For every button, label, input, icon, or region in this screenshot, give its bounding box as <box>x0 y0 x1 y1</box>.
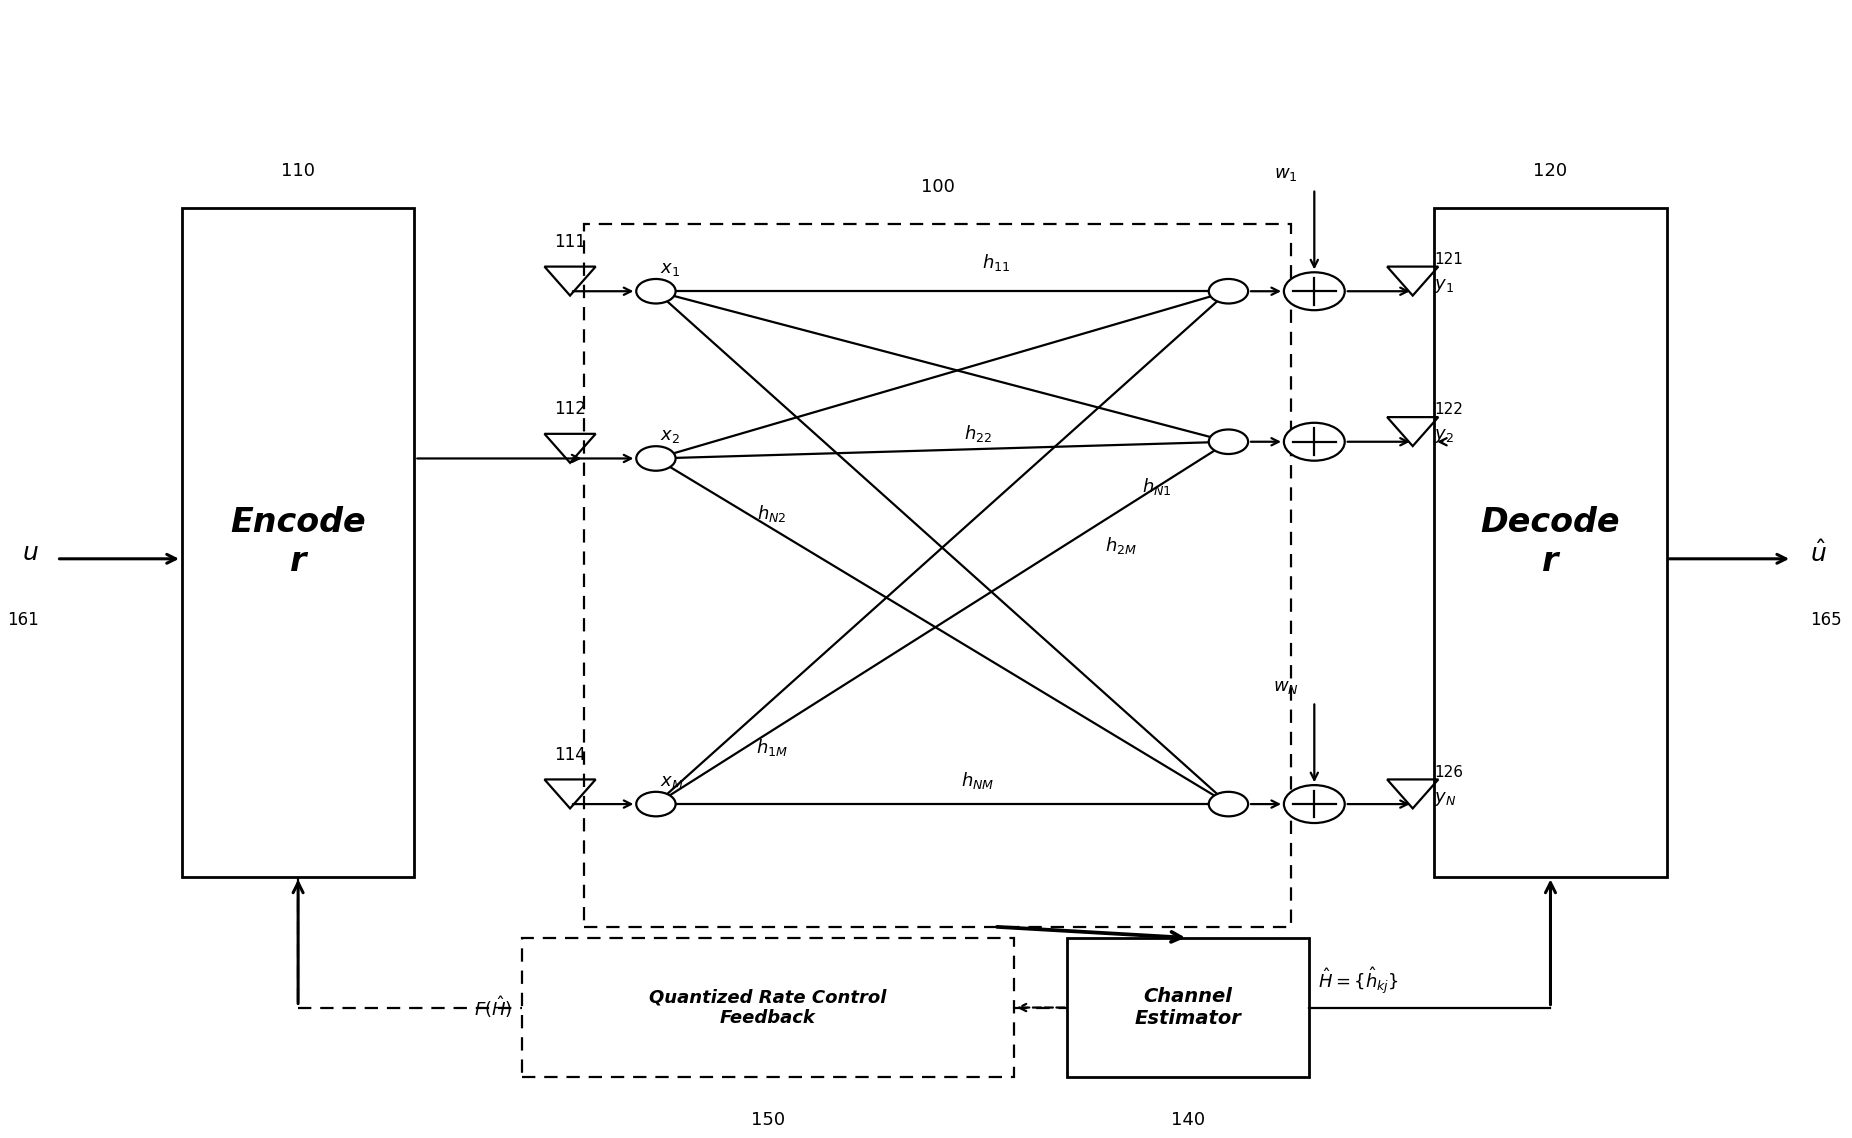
Text: 120: 120 <box>1533 162 1567 180</box>
Circle shape <box>1209 279 1248 304</box>
Circle shape <box>637 446 676 471</box>
Circle shape <box>637 792 676 816</box>
Text: $y_2$: $y_2$ <box>1433 427 1454 445</box>
Text: $F(\hat{H})$: $F(\hat{H})$ <box>474 995 513 1021</box>
Text: Decode
r: Decode r <box>1482 506 1620 578</box>
Text: $u$: $u$ <box>22 542 39 566</box>
Text: $h_{N2}$: $h_{N2}$ <box>757 503 787 525</box>
Text: 100: 100 <box>920 179 954 197</box>
Text: Channel
Estimator: Channel Estimator <box>1135 987 1241 1028</box>
FancyBboxPatch shape <box>1067 938 1309 1078</box>
Text: 126: 126 <box>1433 765 1463 780</box>
Circle shape <box>1283 423 1345 461</box>
Text: 114: 114 <box>554 745 585 764</box>
Text: 122: 122 <box>1433 402 1463 418</box>
Circle shape <box>1283 272 1345 311</box>
Text: $y_N$: $y_N$ <box>1433 790 1456 808</box>
Text: $\hat{u}$: $\hat{u}$ <box>1809 539 1826 567</box>
Text: 140: 140 <box>1170 1111 1206 1129</box>
Text: 112: 112 <box>554 401 585 419</box>
Text: 150: 150 <box>750 1111 785 1129</box>
Circle shape <box>1283 785 1345 823</box>
Text: $h_{22}$: $h_{22}$ <box>963 423 993 444</box>
Text: $h_{NM}$: $h_{NM}$ <box>961 769 995 791</box>
Text: $y_1$: $y_1$ <box>1433 277 1454 295</box>
Text: 110: 110 <box>282 162 315 180</box>
Text: Encode
r: Encode r <box>230 506 367 578</box>
Circle shape <box>637 279 676 304</box>
Text: $x_1$: $x_1$ <box>659 259 680 278</box>
FancyBboxPatch shape <box>585 224 1291 926</box>
Text: $h_{11}$: $h_{11}$ <box>982 253 1009 273</box>
Text: $\hat{H}=\{\hat{h}_{kj}\}$: $\hat{H}=\{\hat{h}_{kj}\}$ <box>1319 965 1398 997</box>
FancyBboxPatch shape <box>522 938 1013 1078</box>
Text: $w_1$: $w_1$ <box>1274 165 1298 183</box>
Text: $h_{2M}$: $h_{2M}$ <box>1106 535 1137 556</box>
Text: Quantized Rate Control
Feedback: Quantized Rate Control Feedback <box>648 988 887 1026</box>
Text: $x_2$: $x_2$ <box>659 427 680 445</box>
Text: $h_{1M}$: $h_{1M}$ <box>756 737 789 758</box>
Text: 161: 161 <box>7 611 39 629</box>
Text: 111: 111 <box>554 233 585 251</box>
Circle shape <box>1209 429 1248 454</box>
Text: $x_M$: $x_M$ <box>659 773 683 791</box>
Text: $h_{N1}$: $h_{N1}$ <box>1143 477 1172 497</box>
Text: 165: 165 <box>1809 611 1841 629</box>
Text: $w_N$: $w_N$ <box>1272 678 1298 696</box>
FancyBboxPatch shape <box>1433 207 1667 876</box>
FancyBboxPatch shape <box>181 207 415 876</box>
Text: 121: 121 <box>1433 251 1463 266</box>
Circle shape <box>1209 792 1248 816</box>
